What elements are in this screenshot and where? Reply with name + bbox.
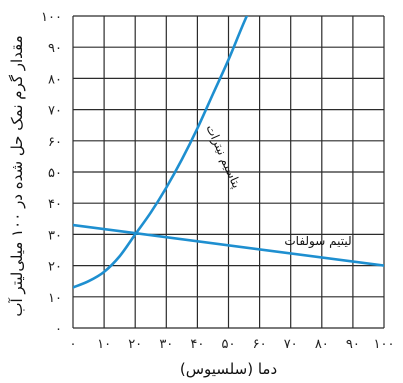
y-tick-label: ۴۰ (48, 197, 62, 212)
y-tick-label: ۲۰ (48, 260, 62, 275)
y-tick-label: ۰ (55, 322, 62, 337)
x-tick-label: ۱۰ (97, 337, 111, 352)
x-tick-label: ۶۰ (253, 337, 267, 352)
chart-grid (72, 15, 385, 329)
x-tick-label: ۸۰ (315, 337, 329, 352)
series-label-potassium-nitrate: پتاسیم نیترات (203, 122, 244, 190)
y-tick-label: ۸۰ (48, 72, 62, 87)
series-label-lithium-sulfate: لیتیم سولفات (284, 234, 351, 249)
y-tick-label: ۶۰ (48, 135, 62, 150)
x-tick-label: ۹۰ (346, 337, 360, 352)
y-tick-label: ۵۰ (48, 166, 62, 181)
y-tick-label: ۳۰ (48, 228, 62, 243)
y-tick-label: ۱۰۰ (41, 10, 62, 25)
chart-series (73, 16, 384, 289)
series-line-1 (73, 16, 249, 289)
x-tick-label: ۱۰۰ (374, 337, 395, 352)
x-tick-label: ۴۰ (190, 337, 204, 352)
x-axis-tick-labels: ۰ ۱۰ ۲۰ ۳۰ ۴۰ ۵۰ ۶۰ ۷۰ ۸۰ ۹۰ ۱۰۰ (70, 337, 395, 352)
x-tick-label: ۳۰ (159, 337, 173, 352)
series-labels: پتاسیم نیترات لیتیم سولفات (203, 122, 352, 249)
series-line-2 (73, 223, 384, 267)
x-tick-label: ۲۰ (128, 337, 142, 352)
x-tick-label: ۵۰ (222, 337, 236, 352)
y-tick-label: ۱۰ (48, 291, 62, 306)
y-axis-tick-labels: ۰ ۱۰ ۲۰ ۳۰ ۴۰ ۵۰ ۶۰ ۷۰ ۸۰ ۹۰ ۱۰۰ (41, 10, 62, 337)
y-tick-label: ۷۰ (48, 104, 62, 119)
x-tick-label: ۷۰ (284, 337, 298, 352)
y-axis-title: مقدار گرم نمک حل شده در ۱۰۰ میلی‌لیتر آب (8, 35, 26, 316)
x-tick-label: ۰ (70, 337, 77, 352)
y-tick-label: ۹۰ (48, 41, 62, 56)
x-axis-title: دما (سلسیوس) (180, 360, 277, 378)
